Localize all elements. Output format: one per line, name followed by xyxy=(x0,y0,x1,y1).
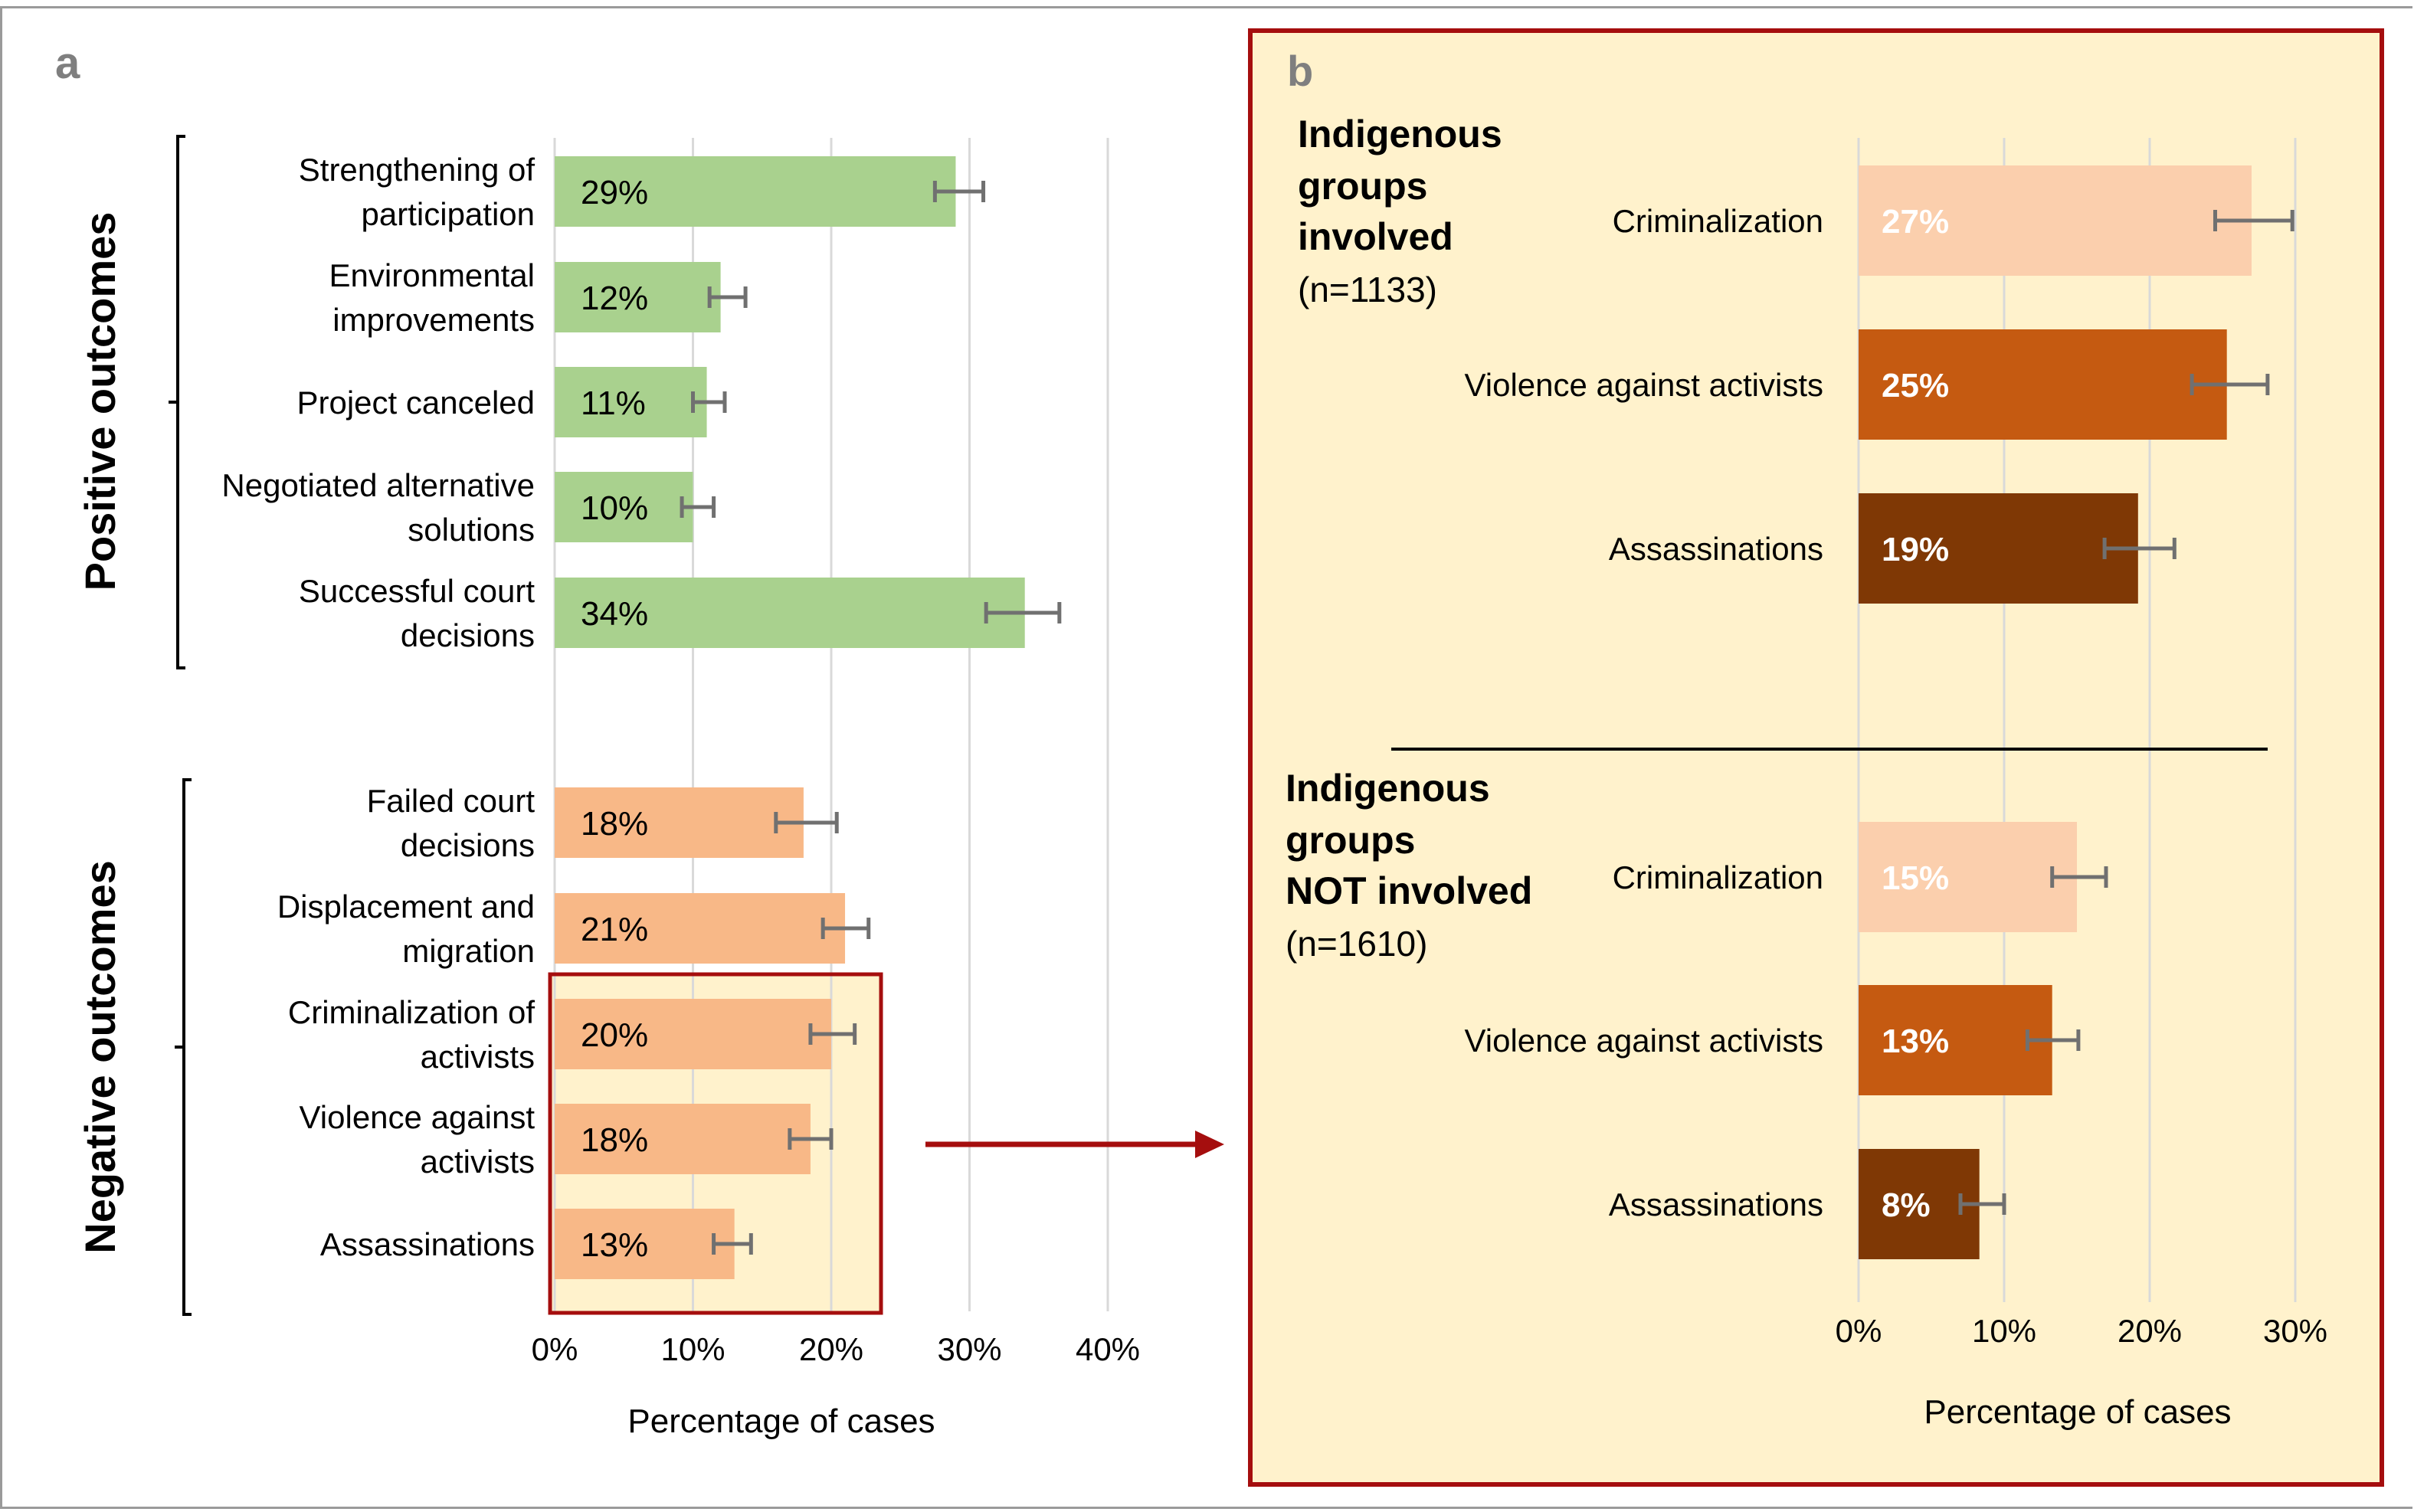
bar-value-label: 20% xyxy=(581,1016,648,1054)
bar-value-label: 19% xyxy=(1882,531,1949,568)
group-title: Indigenous xyxy=(1298,113,1502,155)
category-label: Strengthening of xyxy=(299,152,536,188)
group-title: involved xyxy=(1298,215,1453,258)
bar xyxy=(555,1104,811,1174)
panel-label-b: b xyxy=(1287,47,1313,95)
category-label: activists xyxy=(421,1144,535,1180)
category-label: Criminalization of xyxy=(288,994,535,1030)
category-label: Successful court xyxy=(299,573,535,609)
bar-value-label: 18% xyxy=(581,805,648,843)
panel-a: 0% 10% 20% 30% 40% Percentage of cases 29% Stre… xyxy=(76,135,1224,1440)
bar-value-label: 8% xyxy=(1882,1186,1931,1224)
x-tick-label: 0% xyxy=(1836,1313,1882,1349)
category-label: solutions xyxy=(408,512,535,548)
category-label: activists xyxy=(421,1039,535,1075)
category-label: Assassinations xyxy=(1609,531,1823,567)
group-title: NOT involved xyxy=(1286,869,1532,912)
bar xyxy=(555,1209,735,1279)
figure-frame xyxy=(0,6,2412,1509)
bar-value-label: 12% xyxy=(581,280,648,317)
group-label-positive: Positive outcomes xyxy=(76,212,124,591)
x-tick-label: 30% xyxy=(937,1331,1001,1367)
x-tick-label: 30% xyxy=(2263,1313,2327,1349)
bar-value-label: 34% xyxy=(581,595,648,633)
category-label: Environmental xyxy=(329,257,535,293)
category-label: decisions xyxy=(401,827,535,863)
x-tick-label: 10% xyxy=(1972,1313,2036,1349)
bar xyxy=(555,156,956,227)
bar xyxy=(555,787,804,858)
group-sample-size: (n=1610) xyxy=(1286,924,1427,964)
category-label: Assassinations xyxy=(1609,1186,1823,1222)
bar xyxy=(555,999,831,1069)
x-axis-title: Percentage of cases xyxy=(1924,1393,2231,1431)
arrow-head-icon xyxy=(1195,1131,1224,1158)
category-label: Criminalization xyxy=(1613,203,1823,239)
bar-value-label: 29% xyxy=(581,174,648,211)
category-label: Violence against activists xyxy=(1465,1023,1823,1059)
bar-value-label: 25% xyxy=(1882,367,1949,404)
category-label: decisions xyxy=(401,617,535,653)
bar-value-label: 13% xyxy=(581,1226,648,1264)
bar xyxy=(1859,329,2227,440)
x-tick-label: 10% xyxy=(660,1331,725,1367)
category-label: Project canceled xyxy=(296,385,535,421)
bar xyxy=(1859,165,2252,276)
x-tick-label: 40% xyxy=(1076,1331,1140,1367)
bar-value-label: 13% xyxy=(1882,1023,1949,1060)
panel-label-a: a xyxy=(55,38,80,88)
bar-value-label: 27% xyxy=(1882,203,1949,241)
bar xyxy=(555,893,846,964)
group-title: groups xyxy=(1286,819,1415,862)
category-label: Criminalization xyxy=(1613,859,1823,895)
bar xyxy=(555,578,1025,648)
bar xyxy=(555,367,707,437)
bar-value-label: 10% xyxy=(581,489,648,527)
x-axis-title: Percentage of cases xyxy=(627,1402,935,1440)
category-label: Displacement and xyxy=(277,889,535,925)
category-label: improvements xyxy=(332,302,535,338)
bar xyxy=(1859,822,2077,932)
bar xyxy=(1859,985,2052,1095)
x-tick-label: 0% xyxy=(532,1331,578,1367)
category-label: Failed court xyxy=(367,783,536,819)
highlight-box-border xyxy=(548,972,883,1315)
bar xyxy=(555,472,693,542)
category-label: Violence against xyxy=(300,1099,536,1135)
x-tick-label: 20% xyxy=(2118,1313,2182,1349)
group-title: groups xyxy=(1298,165,1427,208)
category-label: Assassinations xyxy=(320,1226,535,1262)
bar xyxy=(1859,493,2138,604)
category-label: participation xyxy=(362,196,535,232)
bar-value-label: 18% xyxy=(581,1121,648,1159)
bracket-positive xyxy=(169,135,185,669)
panel-b: b 0% 10% 20% 30% Percentage of cases Indigenou… xyxy=(1248,28,2384,1487)
group-title: Indigenous xyxy=(1286,767,1490,810)
bar-value-label: 15% xyxy=(1882,859,1949,897)
bar xyxy=(555,262,721,332)
category-label: Negotiated alternative xyxy=(221,467,535,503)
group-label-negative: Negative outcomes xyxy=(76,860,124,1254)
group-sample-size: (n=1133) xyxy=(1298,270,1437,309)
bar-value-label: 21% xyxy=(581,911,648,948)
category-label: Violence against activists xyxy=(1465,367,1823,403)
bar-value-label: 11% xyxy=(581,385,646,422)
x-tick-label: 20% xyxy=(799,1331,863,1367)
category-label: migration xyxy=(402,933,535,969)
bracket-negative xyxy=(175,778,192,1316)
